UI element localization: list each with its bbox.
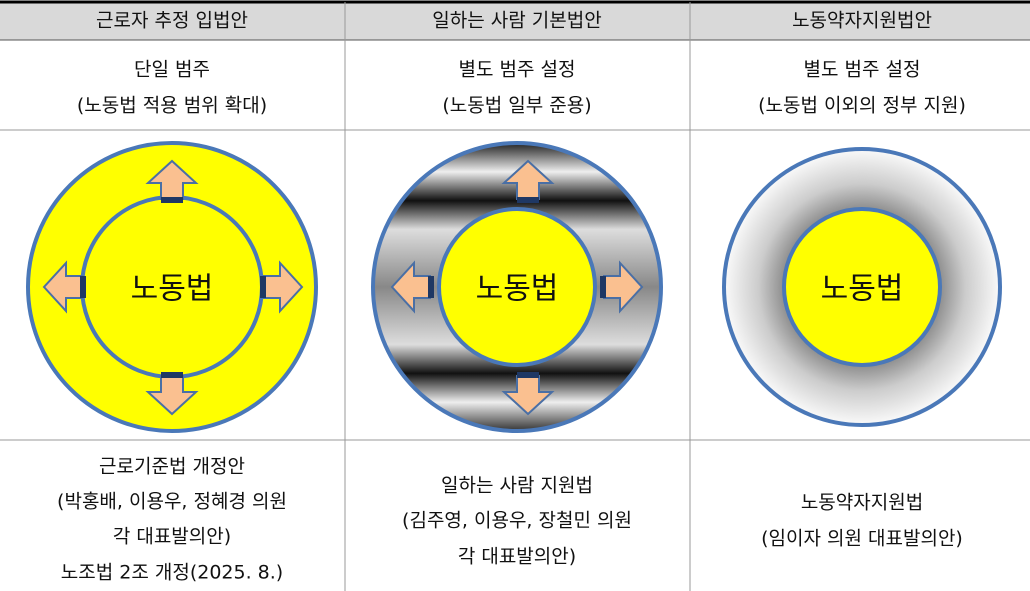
diagram-label: 노동법 — [131, 272, 214, 307]
bill: 노조법 2조 개정(2025. 8.) — [61, 562, 283, 584]
header-bg — [0, 2, 1030, 40]
bill: (박홍배, 이용우, 정혜경 의원 — [57, 491, 287, 513]
bill: 각 대표발의안) — [113, 526, 231, 548]
header: 노동약자지원법안 — [792, 10, 932, 32]
summary: (노동법 이외의 정부 지원) — [758, 95, 966, 117]
header: 근로자 추정 입법안 — [96, 10, 248, 32]
header: 일하는 사람 기본법안 — [432, 10, 601, 32]
bill: 근로기준법 개정안 — [99, 456, 245, 478]
bill: 일하는 사람 지원법 — [441, 475, 593, 497]
bill: 각 대표발의안) — [458, 546, 576, 568]
bill: 노동약자지원법 — [801, 492, 923, 514]
summary: (노동법 적용 범위 확대) — [77, 95, 267, 117]
inner-circle — [782, 207, 942, 367]
inner-circle — [437, 207, 597, 367]
summary: 별도 범주 설정 — [459, 59, 576, 81]
summary: 별도 범주 설정 — [804, 59, 921, 81]
bill: (임이자 의원 대표발의안) — [761, 528, 963, 550]
summary: 단일 범주 — [134, 59, 210, 81]
diagram-label: 노동법 — [476, 272, 559, 307]
bill: (김주영, 이용우, 장철민 의원 — [402, 510, 632, 532]
diagram-label: 노동법 — [821, 272, 904, 307]
summary: (노동법 일부 준용) — [442, 95, 591, 117]
